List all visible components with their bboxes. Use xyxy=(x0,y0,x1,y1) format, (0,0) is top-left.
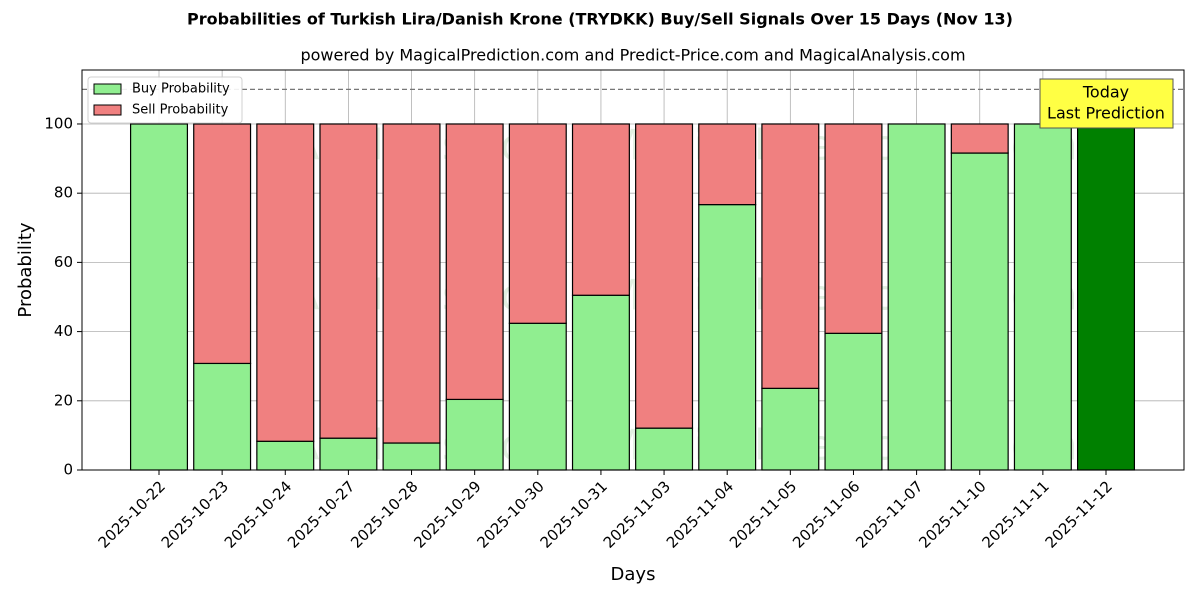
y-axis-label: Probability xyxy=(15,222,36,317)
x-tick-label: 2025-11-05 xyxy=(726,477,800,551)
bar xyxy=(319,437,378,471)
bar xyxy=(761,123,820,389)
x-tick-label: 2025-11-12 xyxy=(1042,477,1116,551)
x-tick-label: 2025-10-31 xyxy=(537,477,611,551)
x-tick-label: 2025-10-29 xyxy=(410,477,484,551)
x-tick-label: 2025-11-04 xyxy=(663,477,737,551)
x-tick-label: 2025-11-10 xyxy=(915,477,989,551)
bar xyxy=(571,123,630,296)
bar xyxy=(824,123,883,334)
bar xyxy=(129,123,189,471)
bar xyxy=(698,123,757,206)
legend-box xyxy=(87,76,243,124)
x-tick-label: 2025-11-07 xyxy=(852,477,926,551)
chart-subtitle: powered by MagicalPrediction.com and Pre… xyxy=(300,46,965,65)
bar xyxy=(193,362,252,471)
x-tick-label: 2025-10-27 xyxy=(284,477,358,551)
x-tick-label: 2025-11-06 xyxy=(789,477,863,551)
x-axis-label: Days xyxy=(611,564,656,585)
bar xyxy=(950,123,1009,154)
y-tick-label: 20 xyxy=(54,391,73,409)
annotation-text: Last Prediction xyxy=(1047,104,1165,123)
bar xyxy=(1013,123,1072,471)
bar xyxy=(950,152,1009,471)
bar xyxy=(382,123,441,444)
legend-swatch xyxy=(93,83,122,95)
bar xyxy=(508,322,567,471)
x-tick-label: 2025-11-03 xyxy=(600,477,674,551)
bar xyxy=(824,332,883,471)
x-tick-label: 2025-10-28 xyxy=(347,477,421,551)
plot-frame xyxy=(81,69,1185,471)
bar xyxy=(193,123,252,365)
x-tick-label: 2025-10-23 xyxy=(158,477,232,551)
y-tick-label: 60 xyxy=(54,253,73,271)
bar xyxy=(319,123,378,439)
x-tick-label: 2025-10-30 xyxy=(473,477,547,551)
bar xyxy=(635,427,694,471)
bar xyxy=(256,440,315,471)
chart-title: Probabilities of Turkish Lira/Danish Kro… xyxy=(187,10,1013,29)
bar xyxy=(1076,123,1136,471)
y-tick-label: 40 xyxy=(54,322,73,340)
legend-swatch xyxy=(93,104,122,116)
bar xyxy=(635,123,694,429)
annotation-box xyxy=(1039,78,1174,129)
bar xyxy=(571,294,630,471)
bar xyxy=(445,398,504,471)
bar xyxy=(256,123,315,442)
bar xyxy=(508,123,567,324)
y-tick-label: 80 xyxy=(54,184,73,202)
bar xyxy=(887,123,946,471)
y-tick-label: 100 xyxy=(44,114,73,132)
x-tick-label: 2025-11-11 xyxy=(978,477,1052,551)
bar xyxy=(445,123,504,401)
legend-label: Buy Probability xyxy=(132,82,230,97)
x-tick-label: 2025-10-24 xyxy=(221,477,295,551)
bar xyxy=(761,387,820,471)
y-tick-label: 0 xyxy=(63,461,73,479)
annotation-text: Today xyxy=(1082,83,1129,102)
legend-label: Sell Probability xyxy=(132,103,229,118)
x-tick-label: 2025-10-22 xyxy=(95,477,169,551)
bar xyxy=(698,204,757,471)
bar xyxy=(382,442,441,471)
